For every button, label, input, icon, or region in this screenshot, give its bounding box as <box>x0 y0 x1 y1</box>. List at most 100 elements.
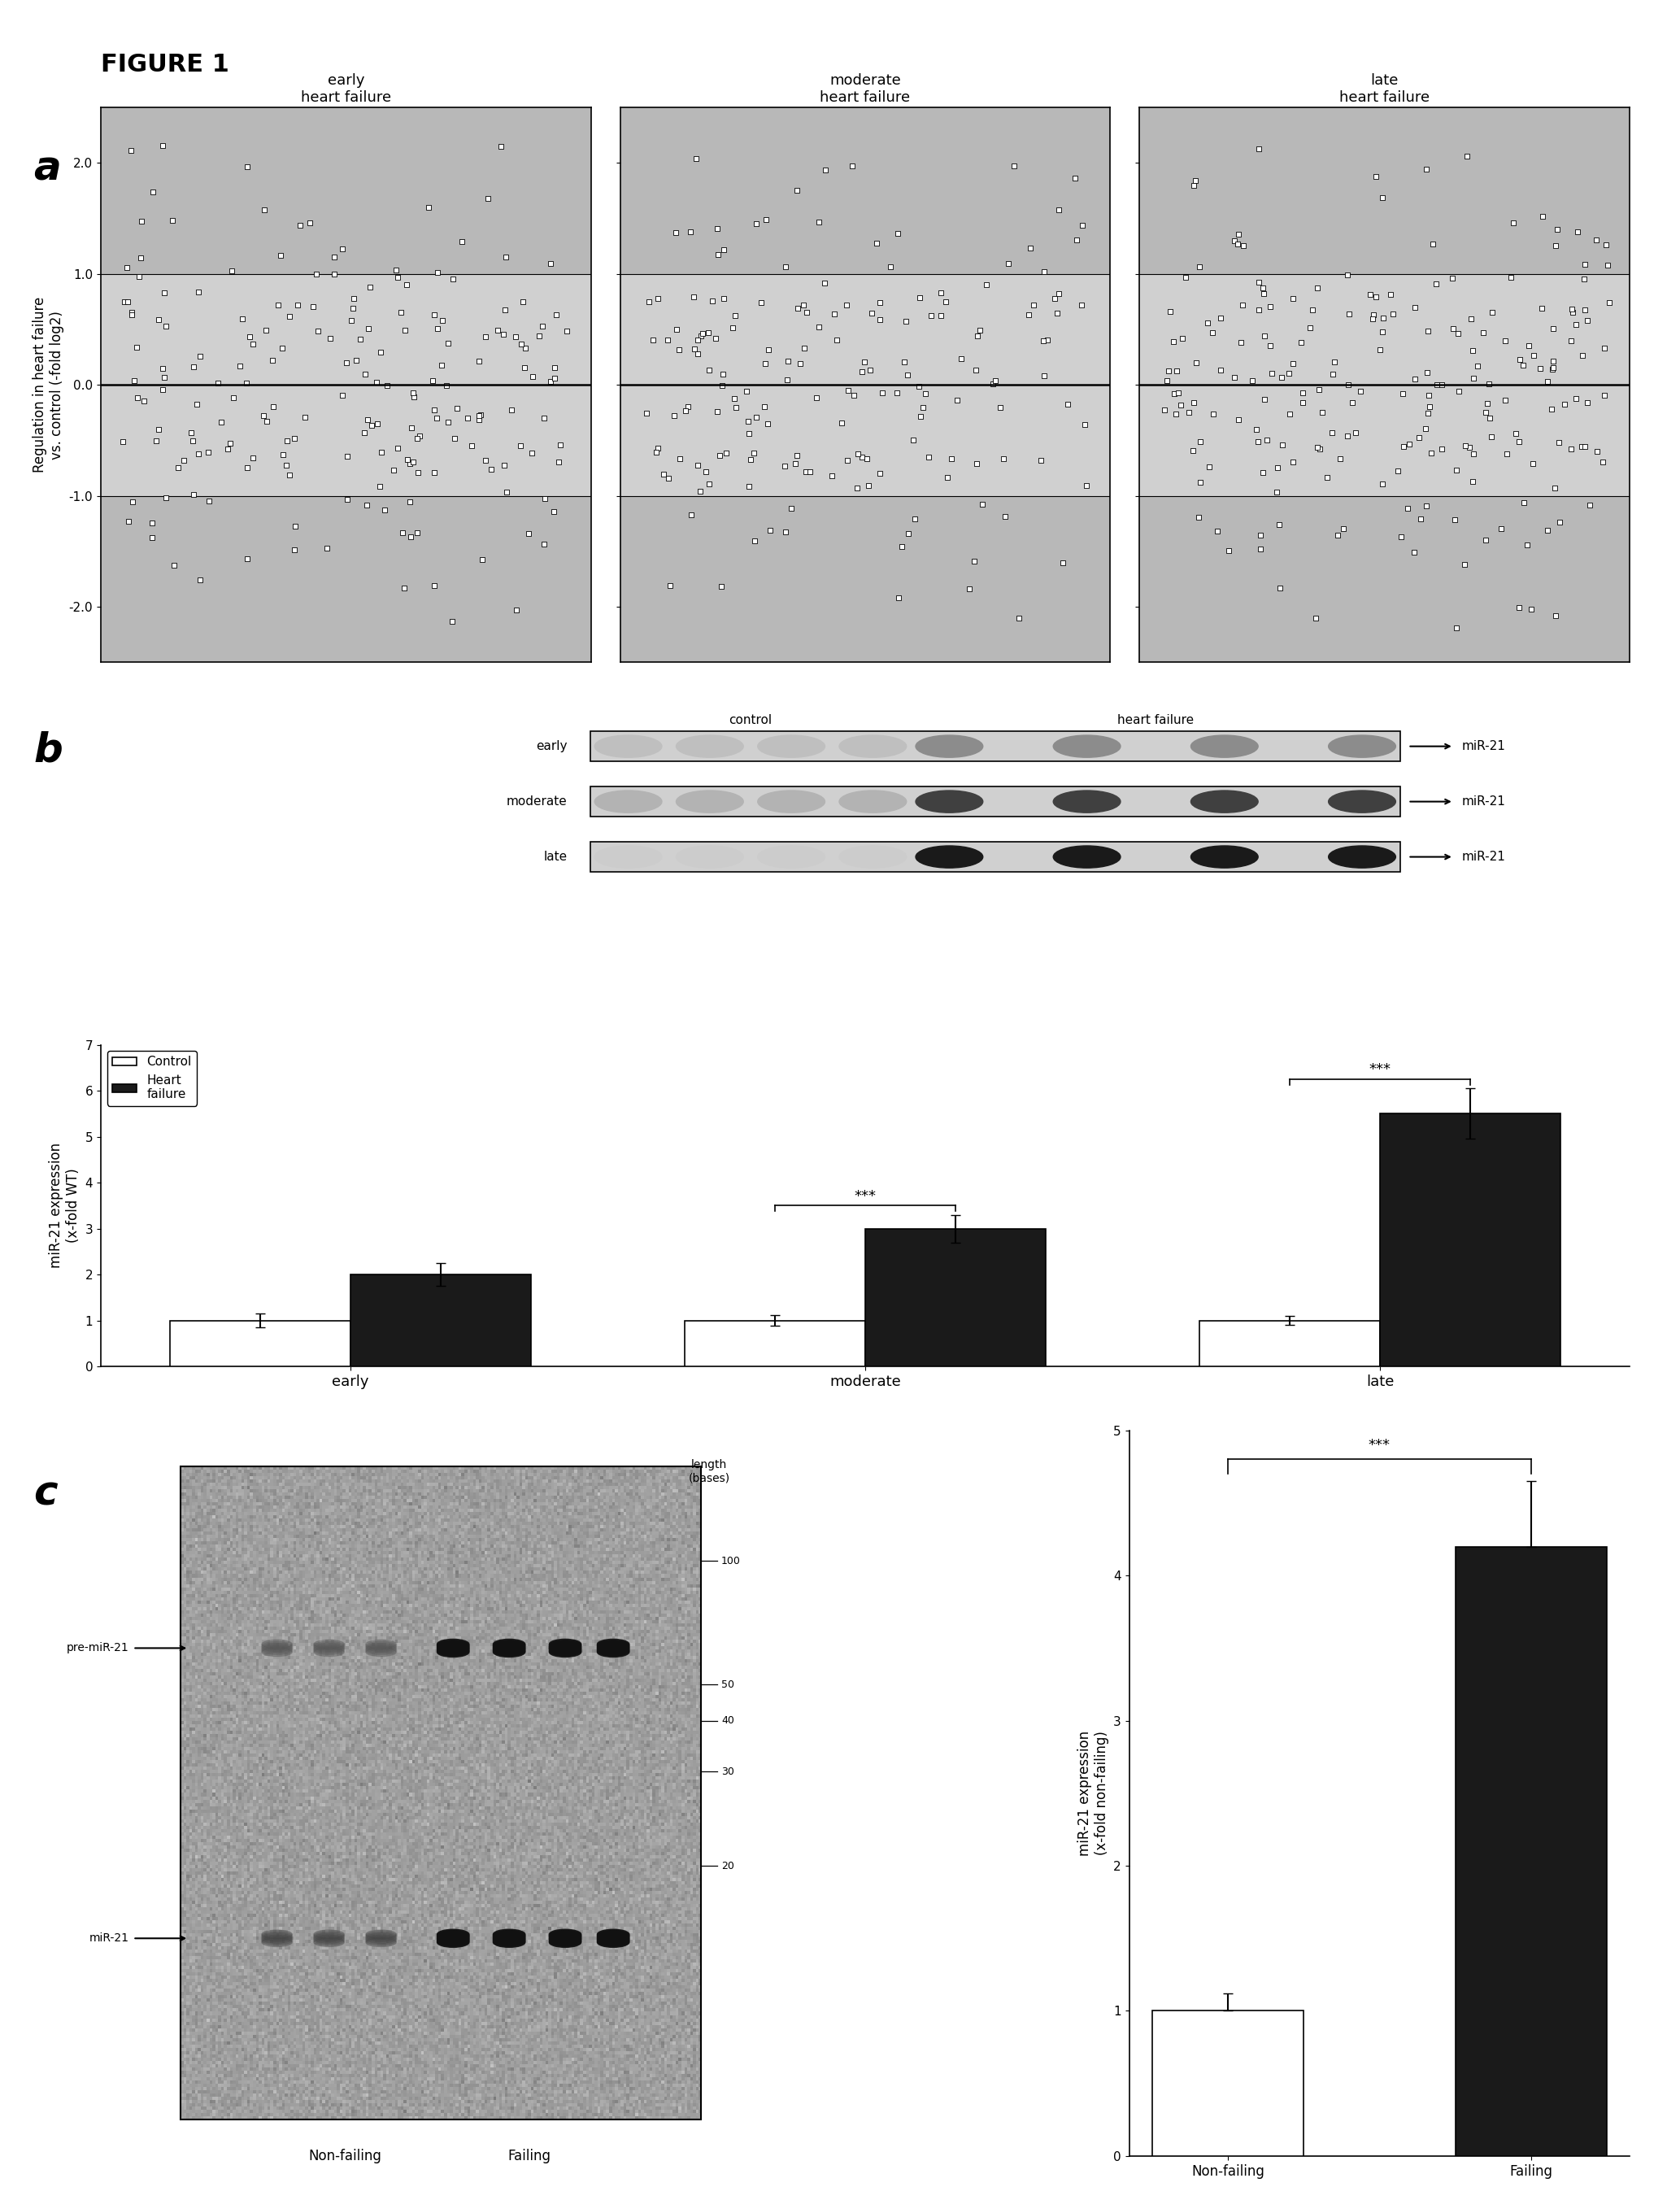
Point <box>121 363 148 398</box>
Point <box>150 350 176 385</box>
Point <box>160 202 186 238</box>
Ellipse shape <box>262 1938 292 1947</box>
Circle shape <box>840 790 907 812</box>
Point <box>1336 297 1362 332</box>
Point <box>396 519 423 554</box>
Point <box>1334 367 1361 403</box>
Point <box>396 447 423 482</box>
Ellipse shape <box>437 1641 469 1652</box>
Point <box>1245 264 1272 299</box>
Ellipse shape <box>366 1934 396 1943</box>
Point <box>1252 319 1278 354</box>
Bar <box>170 1320 351 1366</box>
Point <box>465 403 492 438</box>
Point <box>474 180 501 216</box>
Ellipse shape <box>596 1643 630 1654</box>
Circle shape <box>675 790 744 812</box>
Point <box>1478 420 1505 455</box>
Point <box>1183 163 1210 198</box>
Point <box>128 240 155 275</box>
Point <box>1378 277 1404 312</box>
Point <box>734 405 761 440</box>
Point <box>1515 328 1542 363</box>
Point <box>1280 282 1307 317</box>
Point <box>519 436 546 471</box>
Point <box>118 132 144 167</box>
Point <box>699 284 726 319</box>
Point <box>722 389 749 425</box>
Point <box>662 216 689 251</box>
Point <box>111 284 138 319</box>
Point <box>1369 466 1396 502</box>
Point <box>371 493 398 528</box>
Text: 20: 20 <box>721 1861 734 1870</box>
Point <box>1045 191 1072 227</box>
Point <box>438 605 465 640</box>
Text: FIGURE 1: FIGURE 1 <box>101 53 228 77</box>
Point <box>643 282 670 317</box>
Point <box>884 374 911 409</box>
Ellipse shape <box>366 1639 396 1648</box>
Point <box>1492 323 1519 359</box>
Point <box>664 312 690 348</box>
Point <box>502 319 529 354</box>
Point <box>934 460 961 495</box>
Point <box>748 286 774 321</box>
Point <box>823 323 850 359</box>
Ellipse shape <box>314 1646 344 1654</box>
Point <box>1289 326 1315 361</box>
Point <box>1470 315 1497 350</box>
Point <box>1290 385 1317 420</box>
Point <box>423 310 450 345</box>
Point <box>811 266 838 301</box>
Point <box>114 251 141 286</box>
Point <box>864 224 890 260</box>
Point <box>1230 229 1257 264</box>
Point <box>1362 279 1389 315</box>
Point <box>687 319 714 354</box>
Point <box>467 398 494 433</box>
Point <box>1362 158 1389 194</box>
Point <box>1327 440 1354 475</box>
Point <box>1186 249 1213 284</box>
Point <box>906 279 932 315</box>
Point <box>1154 363 1181 398</box>
Point <box>1359 301 1386 337</box>
Point <box>492 240 519 275</box>
Point <box>927 275 954 310</box>
Point <box>109 425 136 460</box>
Point <box>1413 152 1440 187</box>
Point <box>183 387 210 422</box>
Point <box>709 356 736 392</box>
Point <box>1263 475 1290 510</box>
Point <box>276 458 302 493</box>
Point <box>1539 350 1566 385</box>
Ellipse shape <box>314 1929 344 1938</box>
Point <box>840 378 867 414</box>
Point <box>185 275 212 310</box>
Point <box>1416 389 1443 425</box>
Y-axis label: Regulation in heart failure
vs. control (-fold log2): Regulation in heart failure vs. control … <box>32 297 64 473</box>
Point <box>672 394 699 429</box>
Point <box>186 339 213 374</box>
Point <box>1257 288 1284 323</box>
Point <box>1401 290 1428 326</box>
FancyBboxPatch shape <box>590 843 1401 871</box>
Point <box>1452 429 1478 464</box>
Point <box>353 488 380 524</box>
Point <box>531 482 558 517</box>
Point <box>250 398 277 433</box>
Point <box>1428 367 1455 403</box>
Point <box>1458 301 1485 337</box>
Point <box>1183 345 1210 381</box>
Point <box>1309 394 1336 429</box>
Text: heart failure: heart failure <box>1117 715 1194 726</box>
Point <box>783 447 810 482</box>
Point <box>956 572 983 607</box>
Circle shape <box>595 845 662 869</box>
Point <box>1389 376 1416 411</box>
Point <box>803 381 830 416</box>
Point <box>228 301 255 337</box>
Point <box>388 295 415 330</box>
Point <box>1055 387 1082 422</box>
